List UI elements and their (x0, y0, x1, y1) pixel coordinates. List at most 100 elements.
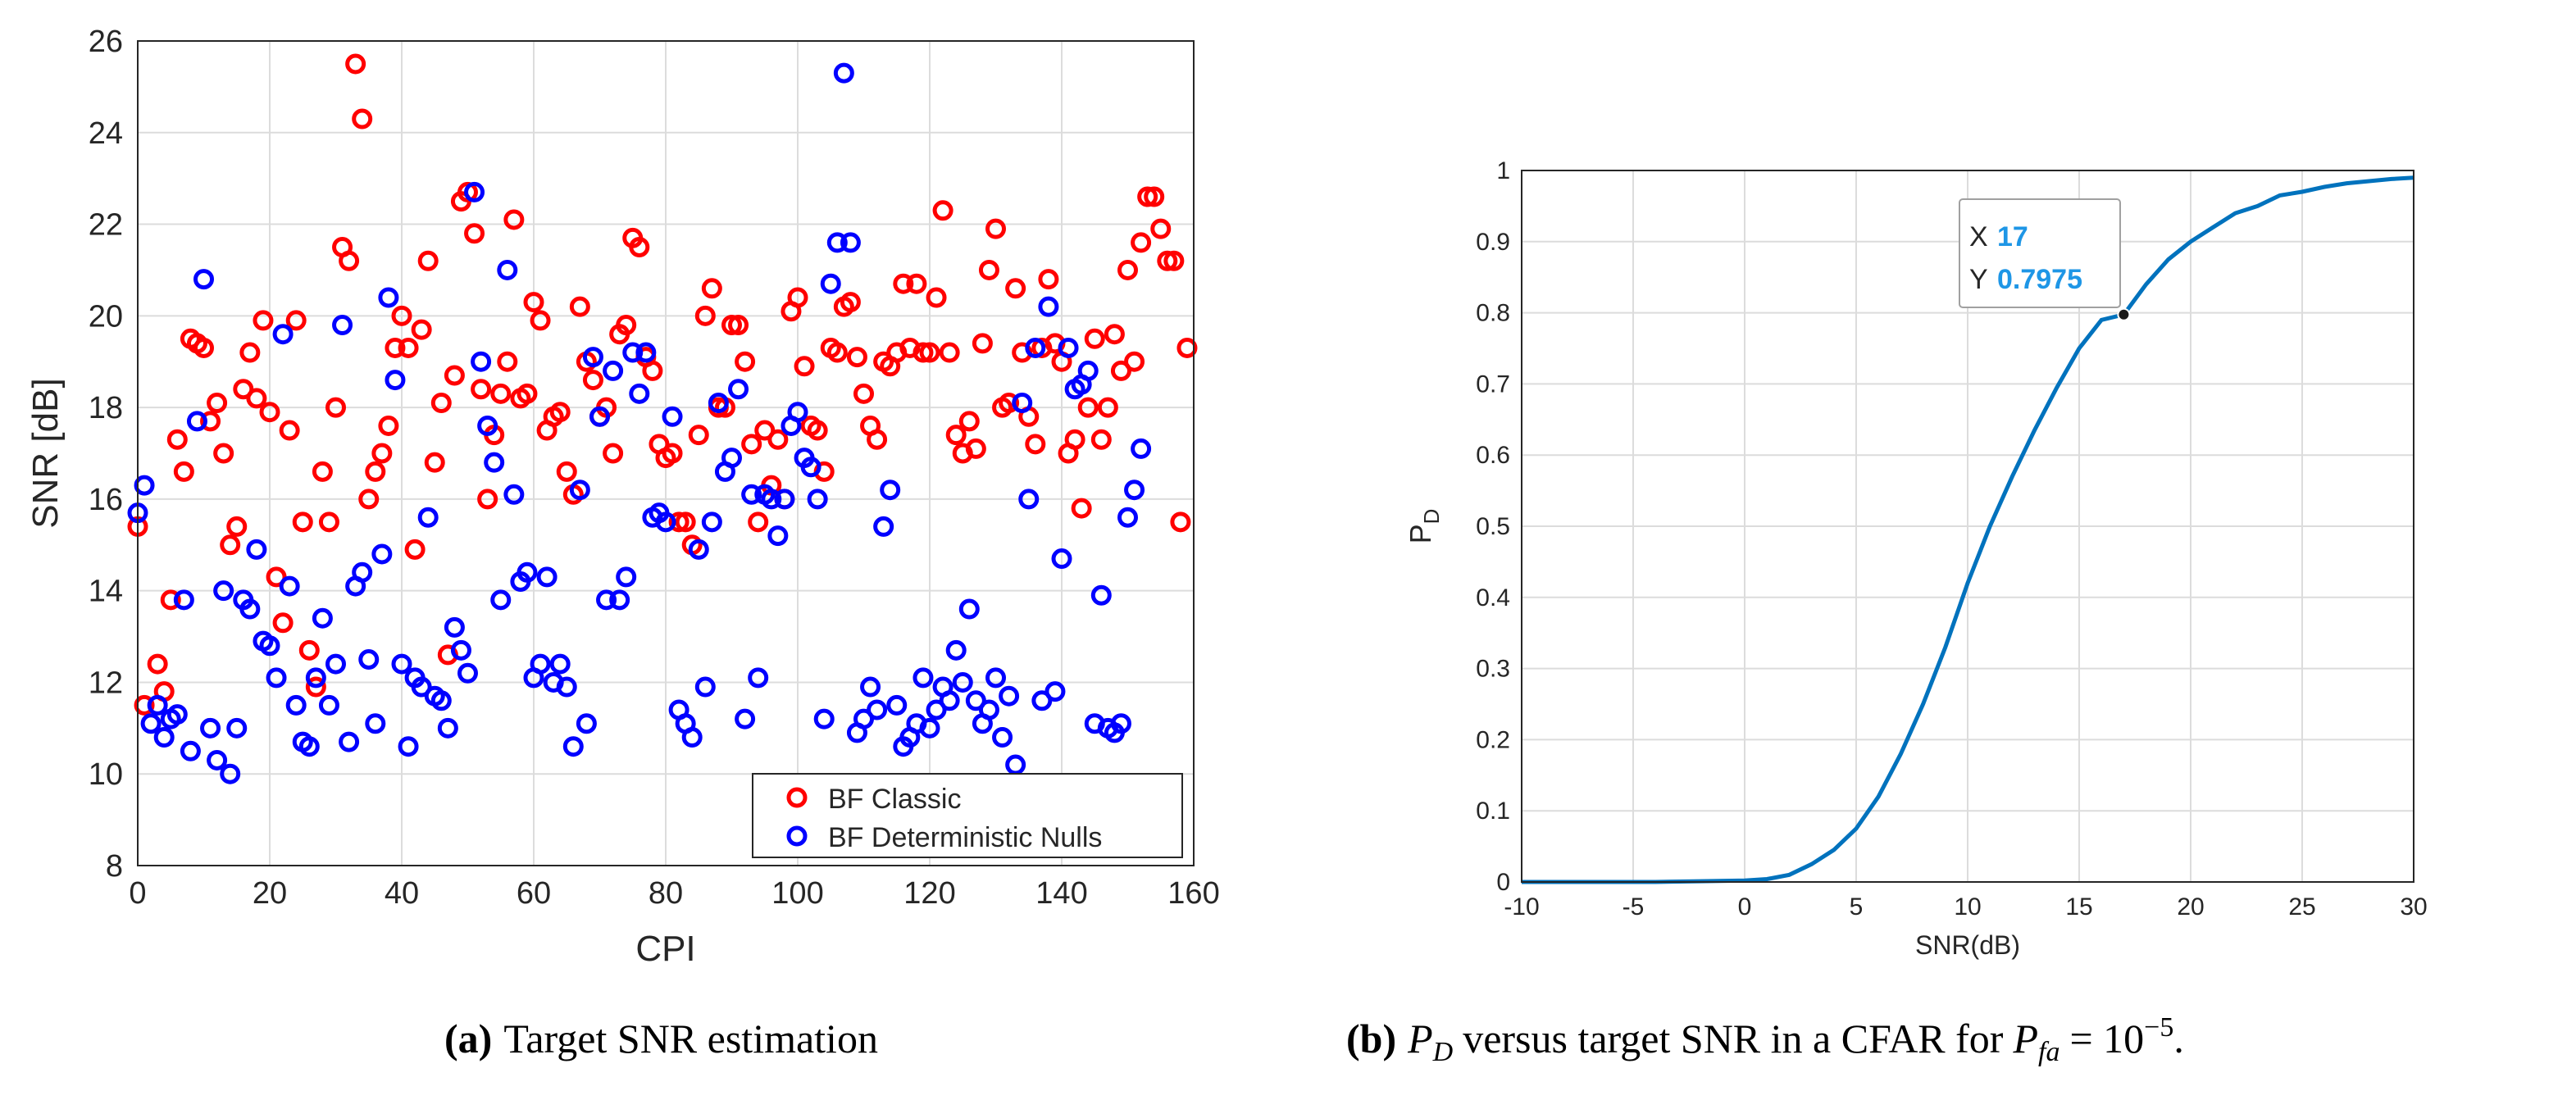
point-bf-deterministic-nulls (919, 717, 940, 739)
point-bf-deterministic-nulls (569, 480, 590, 501)
point-bf-deterministic-nulls (318, 694, 339, 716)
point-bf-deterministic-nulls (325, 653, 346, 675)
point-bf-classic (1090, 429, 1112, 450)
point-bf-deterministic-nulls (721, 448, 742, 469)
point-bf-classic (1117, 259, 1138, 280)
point-bf-deterministic-nulls (701, 511, 722, 533)
point-bf-classic (266, 566, 287, 588)
x-tick-label: -5 (1623, 893, 1645, 920)
point-bf-deterministic-nulls (609, 589, 630, 611)
x-tick-label: -10 (1504, 893, 1539, 920)
y-tick-label: 8 (106, 849, 123, 884)
point-bf-classic (213, 443, 234, 464)
point-bf-classic (853, 383, 874, 404)
point-bf-deterministic-nulls (490, 589, 512, 611)
y-tick-label: 0.8 (1476, 300, 1510, 327)
x-tick-label: 0 (1738, 893, 1752, 920)
point-bf-classic (1064, 429, 1085, 450)
point-bf-deterministic-nulls (978, 699, 999, 720)
point-bf-classic (919, 342, 940, 363)
y-tick-label: 0.1 (1476, 798, 1510, 825)
point-bf-deterministic-nulls (477, 415, 498, 436)
point-bf-deterministic-nulls (735, 708, 756, 730)
point-bf-deterministic-nulls (371, 543, 393, 565)
point-bf-deterministic-nulls (826, 232, 848, 253)
point-bf-classic (556, 461, 577, 482)
point-bf-classic (160, 589, 181, 611)
point-bf-classic (913, 342, 934, 363)
point-bf-deterministic-nulls (556, 676, 577, 698)
x-tick-label: 15 (2065, 893, 2092, 920)
point-bf-classic (728, 315, 749, 336)
point-bf-deterministic-nulls (398, 736, 419, 757)
point-bf-classic (978, 259, 999, 280)
point-bf-deterministic-nulls (958, 598, 980, 620)
caption-b-text: versus target SNR in a CFAR for (1463, 1016, 2004, 1061)
point-bf-deterministic-nulls (629, 383, 650, 404)
point-bf-classic (748, 511, 769, 533)
legend-box (752, 773, 1183, 858)
point-bf-deterministic-nulls (305, 667, 326, 689)
datatip-y-value: 0.7975 (1997, 264, 2082, 295)
point-bf-deterministic-nulls (761, 489, 782, 510)
chart-a: 0 20 40 60 80 100 120 140 160 8 10 12 14 16 18 20 22 24 2… (25, 25, 1220, 969)
x-tick-label: 120 (903, 876, 955, 911)
y-tick-label: 0.7 (1476, 370, 1510, 398)
chart-b-datatip[interactable]: X 17 Y 0.7975 (1959, 198, 2131, 321)
chart-b-frame (1521, 170, 2414, 883)
point-bf-deterministic-nulls (939, 690, 960, 711)
point-bf-deterministic-nulls (688, 539, 709, 560)
caption-b-eq: = 10 (2069, 1016, 2144, 1061)
y-tick-label: 20 (89, 299, 123, 334)
point-bf-deterministic-nulls (417, 507, 439, 528)
point-bf-deterministic-nulls (820, 273, 841, 294)
point-bf-deterministic-nulls (807, 489, 828, 510)
point-bf-classic (226, 516, 248, 537)
point-bf-deterministic-nulls (800, 457, 821, 478)
point-bf-deterministic-nulls (365, 713, 386, 734)
point-bf-classic (569, 296, 590, 317)
caption-b-pfa-sub: fa (2038, 1037, 2059, 1067)
point-bf-classic (285, 310, 307, 331)
point-bf-classic (945, 425, 967, 446)
point-bf-deterministic-nulls (549, 653, 571, 675)
point-bf-classic (490, 383, 512, 404)
svg-text:PD: PD (1404, 509, 1444, 544)
datatip-marker[interactable] (2117, 307, 2131, 321)
point-bf-classic (339, 250, 360, 271)
point-bf-classic (642, 360, 663, 381)
point-bf-classic (741, 434, 762, 455)
point-bf-classic (417, 250, 439, 271)
point-bf-deterministic-nulls (536, 566, 558, 588)
y-tick-label: 0.6 (1476, 442, 1510, 469)
point-bf-deterministic-nulls (332, 315, 353, 336)
point-bf-classic (1097, 397, 1118, 418)
point-bf-classic (1084, 328, 1105, 349)
chart-a-y-ticks: 8 10 12 14 16 18 20 22 24 26 (89, 25, 123, 884)
point-bf-deterministic-nulls (352, 561, 373, 583)
point-bf-classic (906, 273, 927, 294)
point-bf-classic (457, 181, 478, 202)
point-bf-deterministic-nulls (1058, 337, 1079, 358)
point-bf-deterministic-nulls (246, 539, 267, 560)
point-bf-classic (305, 676, 326, 698)
x-tick-label: 40 (385, 876, 419, 911)
point-bf-deterministic-nulls (180, 740, 201, 761)
point-bf-classic (378, 415, 399, 436)
point-bf-classic (200, 411, 221, 432)
point-bf-classic (1137, 186, 1158, 207)
x-tick-label: 0 (129, 876, 146, 911)
point-bf-classic (939, 342, 960, 363)
point-bf-deterministic-nulls (186, 411, 207, 432)
point-bf-deterministic-nulls (655, 511, 676, 533)
point-bf-classic (735, 351, 756, 372)
chart-b-y-label: PD (1404, 509, 1444, 544)
caption-b-pd-sub: D (1432, 1037, 1454, 1067)
point-bf-deterministic-nulls (1051, 548, 1072, 570)
point-bf-classic (754, 420, 776, 441)
point-bf-deterministic-nulls (430, 690, 452, 711)
point-bf-classic (1131, 232, 1152, 253)
point-bf-classic (926, 287, 947, 308)
point-bf-deterministic-nulls (813, 708, 835, 730)
